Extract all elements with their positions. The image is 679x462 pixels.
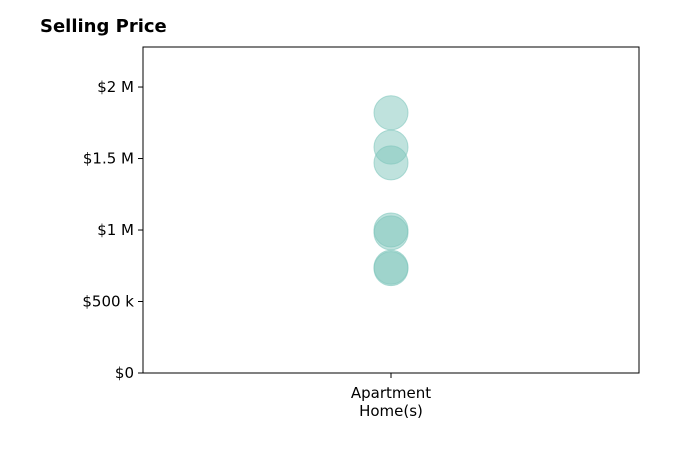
data-point: [373, 95, 409, 131]
y-tick-label: $1 M: [97, 221, 134, 239]
y-tick-label: $500 k: [82, 293, 134, 311]
y-tick-label: $2 M: [97, 78, 134, 96]
y-tick-label: $1.5 M: [83, 150, 134, 168]
x-tick-label-line: Apartment: [351, 384, 431, 402]
data-point: [373, 215, 409, 251]
y-tick-label: $0: [115, 364, 134, 382]
data-point: [373, 251, 409, 287]
data-point: [373, 145, 409, 181]
data-points: [373, 95, 409, 287]
x-tick-label-line: Home(s): [359, 402, 423, 420]
y-axis: $0 $500 k $1 M $1.5 M $2 M: [82, 78, 143, 382]
chart-title: Selling Price: [40, 16, 167, 37]
plot-frame: [142, 46, 640, 374]
x-axis: Apartment Home(s): [351, 373, 431, 420]
x-tick-label: Apartment Home(s): [351, 384, 431, 420]
